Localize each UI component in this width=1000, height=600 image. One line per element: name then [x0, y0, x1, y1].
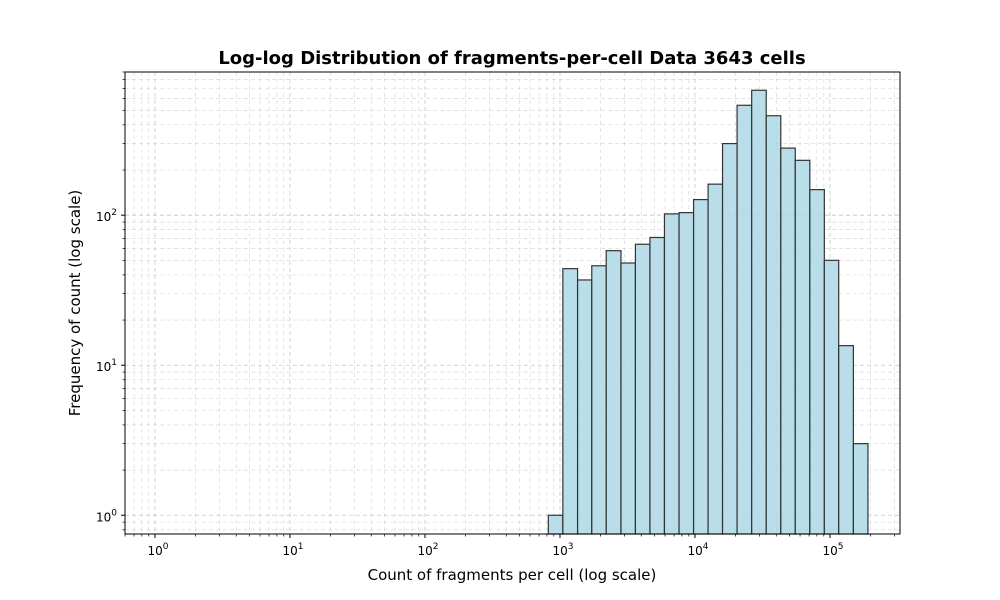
x-tick-label: 104	[687, 542, 708, 558]
histogram-bar	[576, 279, 593, 535]
y-axis-label: Frequency of count (log scale)	[66, 190, 84, 417]
histogram-bar	[823, 259, 840, 535]
histogram-bar	[751, 89, 767, 535]
y-tick-label: 102	[96, 208, 117, 224]
histogram-bar	[547, 514, 564, 535]
histogram-bar	[620, 262, 637, 535]
y-tick-label: 100	[96, 508, 117, 524]
histogram-bar	[562, 268, 579, 535]
histogram-bar	[605, 250, 622, 535]
x-tick-label: 105	[822, 542, 843, 558]
histogram-bar	[649, 236, 666, 535]
x-tick-label: 103	[552, 542, 573, 558]
chart-title: Log-log Distribution of fragments-per-ce…	[218, 48, 805, 69]
x-tick-label: 102	[417, 542, 438, 558]
histogram-bar	[794, 159, 811, 535]
histogram-bar	[809, 189, 825, 535]
x-tick-label: 100	[147, 542, 168, 558]
axis-ticks: 100 101 102 103 104 105 100 101 102	[96, 71, 895, 558]
histogram-bar	[591, 265, 607, 535]
histogram-bar	[707, 183, 724, 535]
histogram-bar	[721, 142, 738, 535]
histogram-bar	[765, 115, 782, 535]
histogram-bar	[663, 213, 680, 535]
histogram-bar	[692, 198, 709, 535]
histogram-bar	[736, 104, 753, 535]
histogram-bar	[780, 147, 796, 535]
x-axis-label: Count of fragments per cell (log scale)	[368, 566, 657, 584]
x-tick-label: 101	[282, 542, 303, 558]
histogram-bar	[852, 443, 869, 535]
histogram-bar	[678, 212, 695, 535]
y-tick-label: 101	[96, 358, 117, 374]
histogram-bar	[634, 243, 651, 535]
histogram-bar	[838, 345, 854, 535]
plot-frame	[124, 71, 901, 535]
